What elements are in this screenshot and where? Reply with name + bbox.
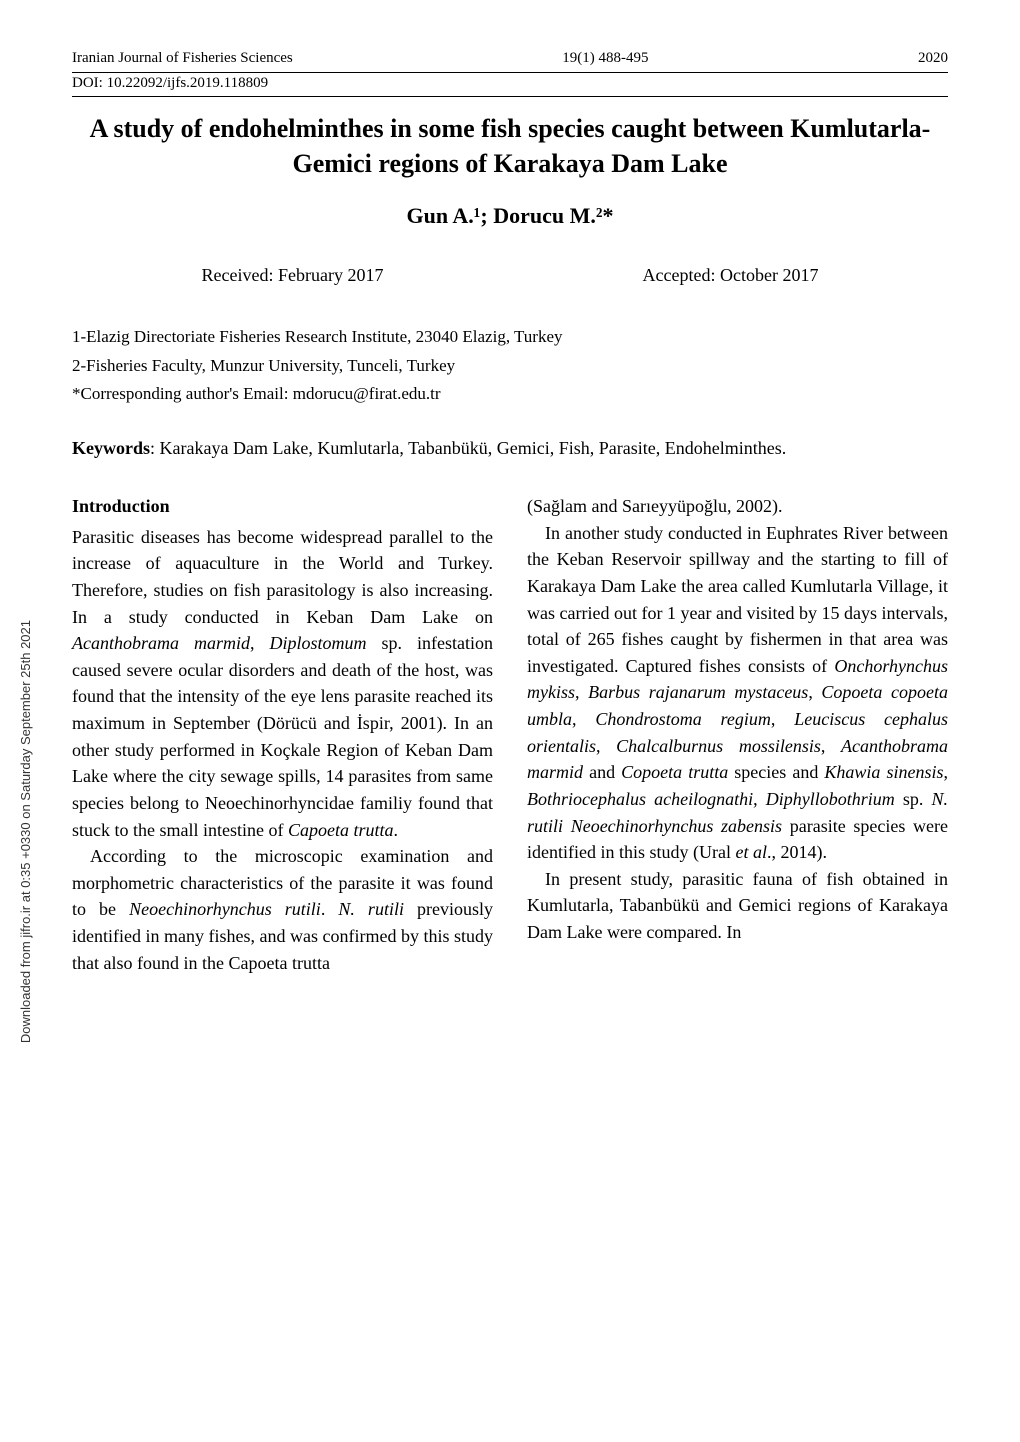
keywords-label: Keywords bbox=[72, 438, 150, 458]
right-paragraph-3: In present study, parasitic fauna of fis… bbox=[527, 866, 948, 946]
text-span: sp. bbox=[895, 789, 932, 809]
text-span: Parasitic diseases has become widespread… bbox=[72, 527, 493, 627]
keywords-block: Keywords: Karakaya Dam Lake, Kumlutarla,… bbox=[72, 435, 948, 463]
affiliation-2: 2-Fisheries Faculty, Munzur University, … bbox=[72, 353, 948, 379]
introduction-heading: Introduction bbox=[72, 493, 493, 520]
text-span: , bbox=[943, 762, 948, 782]
text-span: , bbox=[596, 736, 616, 756]
species-italic: N. rutili bbox=[338, 899, 404, 919]
species-italic: Bothriocephalus acheilognathi bbox=[527, 789, 753, 809]
two-column-body: Introduction Parasitic diseases has beco… bbox=[72, 493, 948, 976]
species-italic: Khawia sinensis bbox=[824, 762, 943, 782]
text-span: sp. infestation caused severe ocular dis… bbox=[72, 633, 493, 839]
text-span: . bbox=[321, 899, 339, 919]
accepted-date: Accepted: October 2017 bbox=[643, 265, 819, 286]
right-paragraph-2: In another study conducted in Euphrates … bbox=[527, 520, 948, 866]
authors-line: Gun A.¹; Dorucu M.²* bbox=[72, 203, 948, 229]
left-paragraph-1: Parasitic diseases has become widespread… bbox=[72, 524, 493, 844]
left-paragraph-2: According to the microscopic examination… bbox=[72, 843, 493, 976]
species-italic: Diphyllobothrium bbox=[766, 789, 895, 809]
latin-italic: et al bbox=[735, 842, 767, 862]
text-span: ., 2014). bbox=[767, 842, 827, 862]
keywords-text: : Karakaya Dam Lake, Kumlutarla, Tabanbü… bbox=[150, 438, 786, 458]
text-span: , bbox=[753, 789, 766, 809]
corresponding-author: *Corresponding author's Email: mdorucu@f… bbox=[72, 381, 948, 407]
text-span: , bbox=[575, 682, 588, 702]
text-span: , bbox=[771, 709, 794, 729]
species-italic: Diplostomum bbox=[270, 633, 367, 653]
page-range: 19(1) 488-495 bbox=[293, 50, 918, 67]
species-italic: Neoechinorhynchus rutili bbox=[129, 899, 321, 919]
species-italic: Chondrostoma regium bbox=[595, 709, 771, 729]
text-span: In another study conducted in Euphrates … bbox=[527, 523, 948, 676]
text-span: species and bbox=[728, 762, 824, 782]
text-span: , bbox=[821, 736, 841, 756]
affiliation-1: 1-Elazig Directoriate Fisheries Research… bbox=[72, 324, 948, 350]
affiliations-block: 1-Elazig Directoriate Fisheries Research… bbox=[72, 324, 948, 407]
download-sidebar-text: Downloaded from jifro.ir at 0:35 +0330 o… bbox=[18, 620, 33, 1043]
species-italic: Barbus rajanarum mystaceus bbox=[588, 682, 808, 702]
text-span: , bbox=[250, 633, 270, 653]
header-bar: Iranian Journal of Fisheries Sciences 19… bbox=[72, 50, 948, 73]
article-title: A study of endohelminthes in some fish s… bbox=[72, 111, 948, 181]
species-italic: Chalcalburnus mossilensis bbox=[616, 736, 821, 756]
text-span: , bbox=[572, 709, 595, 729]
publication-year: 2020 bbox=[918, 50, 948, 67]
text-span: and bbox=[583, 762, 621, 782]
doi-text: DOI: 10.22092/ijfs.2019.118809 bbox=[72, 75, 948, 97]
text-span: . bbox=[393, 820, 398, 840]
species-italic: Capoeta trutta bbox=[288, 820, 394, 840]
right-paragraph-1: (Sağlam and Sarıeyyüpoğlu, 2002). bbox=[527, 493, 948, 520]
left-column: Introduction Parasitic diseases has beco… bbox=[72, 493, 493, 976]
text-span: , bbox=[808, 682, 821, 702]
right-column: (Sağlam and Sarıeyyüpoğlu, 2002). In ano… bbox=[527, 493, 948, 976]
journal-name: Iranian Journal of Fisheries Sciences bbox=[72, 50, 293, 67]
species-italic: Acanthobrama marmid bbox=[72, 633, 250, 653]
dates-row: Received: February 2017 Accepted: Octobe… bbox=[72, 265, 948, 286]
received-date: Received: February 2017 bbox=[202, 265, 384, 286]
species-italic: Copoeta trutta bbox=[621, 762, 728, 782]
